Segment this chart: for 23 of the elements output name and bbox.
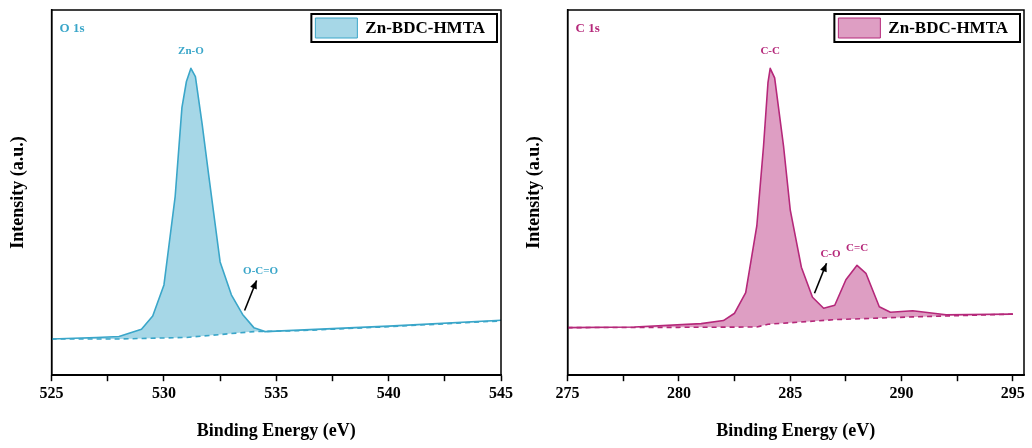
annotation: C=C bbox=[845, 241, 869, 254]
x-tick-label: 295 bbox=[1000, 383, 1025, 401]
y-axis-title: Intensity (a.u.) bbox=[7, 136, 29, 249]
text: O 1s bbox=[59, 19, 85, 35]
x-axis-title: Binding Energy (eV) bbox=[196, 419, 356, 441]
x-tick-label: 280 bbox=[666, 383, 691, 401]
annotation: O-C=O bbox=[243, 264, 279, 277]
y-axis-title: Intensity (a.u.) bbox=[523, 136, 545, 249]
x-tick-label: 290 bbox=[889, 383, 914, 401]
x-tick-label: 530 bbox=[151, 383, 176, 401]
x-tick-label: 525 bbox=[39, 383, 64, 401]
annotation: C-C bbox=[760, 44, 781, 57]
text: C 1s bbox=[575, 19, 600, 35]
x-tick-label: 545 bbox=[489, 383, 513, 401]
annotation: C-O bbox=[820, 247, 842, 260]
x-axis-title: Binding Energy (eV) bbox=[716, 419, 876, 441]
annotation: Zn-O bbox=[178, 44, 205, 57]
x-tick-label: 540 bbox=[376, 383, 401, 401]
x-tick-label: 275 bbox=[555, 383, 580, 401]
legend-label: Zn-BDC-HMTA bbox=[365, 18, 486, 38]
x-tick-label: 285 bbox=[778, 383, 803, 401]
legend-label: Zn-BDC-HMTA bbox=[888, 18, 1009, 38]
x-tick-label: 535 bbox=[264, 383, 289, 401]
